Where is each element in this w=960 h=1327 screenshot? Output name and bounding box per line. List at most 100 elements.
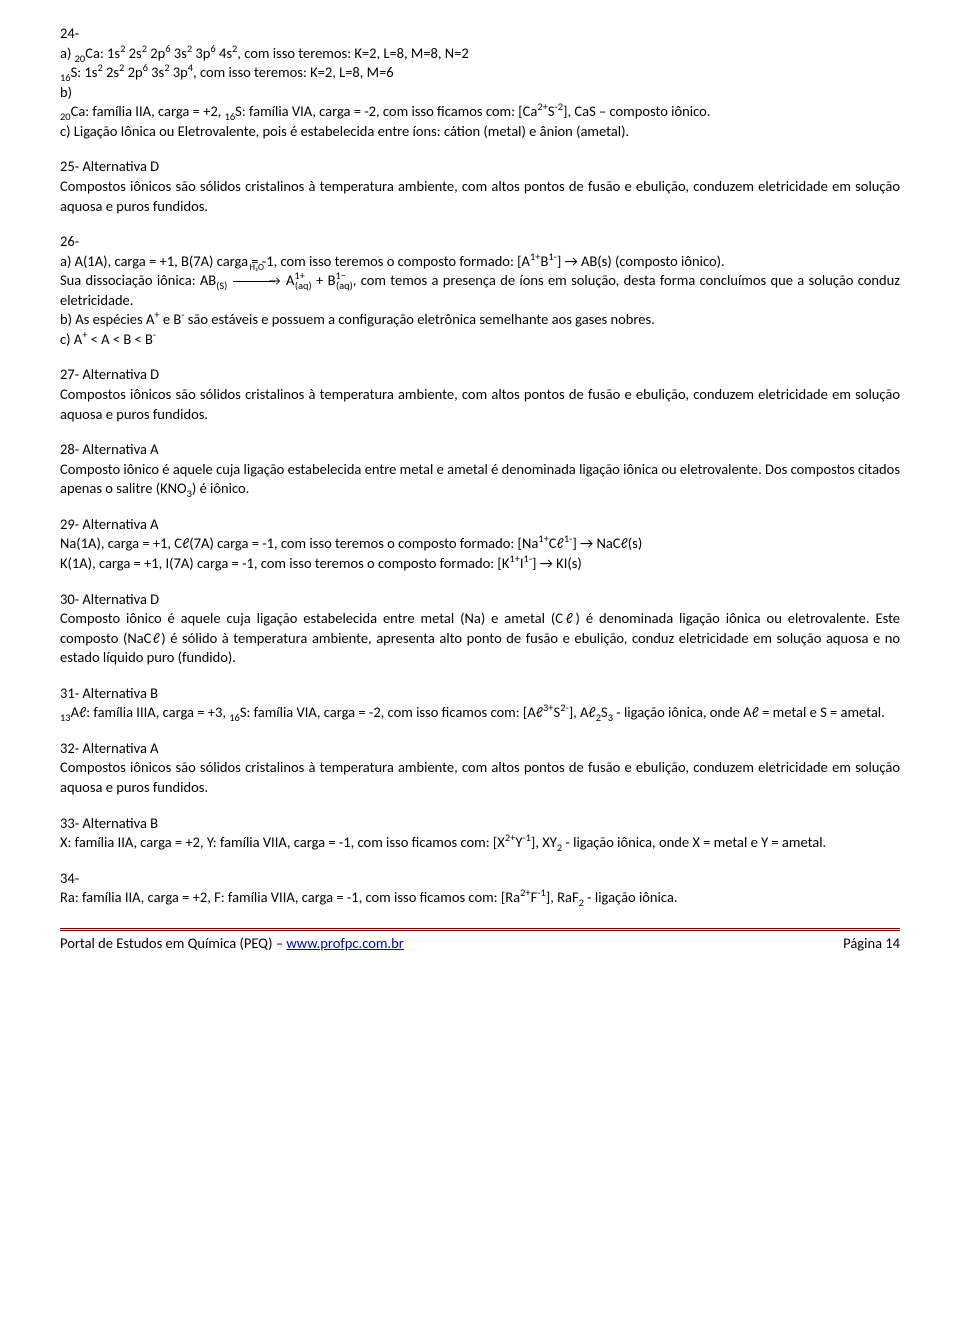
text: são estáveis e possuem a configuração el… [184,310,654,328]
q30-body: Composto iônico é aquele cuja ligação es… [60,609,900,668]
q33-body: X: família IIA, carga = +2, Y: família V… [60,833,900,853]
q24-c: c) Ligação Iônica ou Eletrovalente, pois… [60,122,900,142]
text: K(1A), carga = +1, I(7A) carga = -1, com… [60,554,509,572]
equation: AB(S) H₂O→ A1+(aq) + B1−(aq) [200,271,353,289]
text: Cℓ [549,534,564,552]
question-34: 34- Ra: família IIA, carga = +2, F: famí… [60,869,900,908]
question-27: 27- Alternativa D Compostos iônicos são … [60,365,900,424]
text: ] → KI(s) [532,554,582,572]
question-31: 31- Alternativa B 13Aℓ: família IIIA, ca… [60,684,900,723]
q25-title: 25- Alternativa D [60,157,900,177]
sup: -1 [522,831,531,844]
q29-title: 29- Alternativa A [60,515,900,535]
text: ], XY [531,833,557,851]
question-26: 26- a) A(1A), carga = +1, B(7A) carga = … [60,232,900,349]
q33-title: 33- Alternativa B [60,814,900,834]
q29-line2: K(1A), carga = +1, I(7A) carga = -1, com… [60,554,900,574]
sup: -2 [555,100,564,113]
page-footer: Portal de Estudos em Química (PEQ) – www… [60,931,900,954]
q27-title: 27- Alternativa D [60,365,900,385]
q26-title: 26- [60,232,900,252]
sup: -1 [537,886,546,899]
q34-title: 34- [60,869,900,889]
q32-title: 32- Alternativa A [60,739,900,759]
q26-b: b) As espécies A+ e B- são estáveis e po… [60,310,900,330]
question-24: 24- a) 20Ca: 1s2 2s2 2p6 3s2 3p6 4s2, co… [60,24,900,141]
sup: - [153,328,156,341]
footer-text: Portal de Estudos em Química (PEQ) – [60,934,286,952]
sub: (aq) [295,279,312,292]
text: ], Aℓ [569,703,596,721]
sub: (aq) [336,279,353,292]
text: S: 1s [71,63,98,81]
text: 3s [171,44,187,62]
q25-body: Compostos iônicos são sólidos cristalino… [60,177,900,216]
sub: (S) [216,279,227,292]
text: 3p [170,63,188,81]
question-25: 25- Alternativa D Compostos iônicos são … [60,157,900,216]
q24-a-line2: 16S: 1s2 2s2 2p6 3s2 3p4, com isso terem… [60,63,900,83]
sup: 2+ [505,831,516,844]
footer-page-number: Página 14 [843,934,900,954]
text: , com isso teremos: K=2, L=8, M=6 [193,63,394,81]
q24-b-label: b) [60,83,900,103]
question-28: 28- Alternativa A Composto iônico é aque… [60,440,900,499]
text: < A < B < B [87,330,153,348]
text: AB [200,271,216,289]
question-29: 29- Alternativa A Na(1A), carga = +1, Cℓ… [60,515,900,574]
question-33: 33- Alternativa B X: família IIA, carga … [60,814,900,853]
text: c) A [60,330,82,348]
sup: 1+ [530,250,541,263]
q32-body: Compostos iônicos são sólidos cristalino… [60,758,900,797]
q24-title: 24- [60,24,900,44]
text: 2p [124,63,142,81]
q31-body: 13Aℓ: família IIIA, carga = +3, 16S: fam… [60,703,900,723]
sup: 3+ [543,702,554,715]
text: ] → AB(s) (composto iônico). [557,252,725,270]
text: Ra: família IIA, carga = +2, F: família … [60,888,520,906]
sup: 1- [524,552,533,565]
text: + [312,271,328,289]
q26-dissociation: Sua dissociação iônica: AB(S) H₂O→ A1+(a… [60,271,900,310]
text: a) A(1A), carga = +1, B(7A) carga = -1, … [60,252,530,270]
text: - ligação iônica, onde X = metal e Y = a… [562,833,826,851]
text: 3p [192,44,210,62]
text: 2p [147,44,165,62]
sub: 13 [60,711,71,724]
sup: 2- [560,702,569,715]
arrow-icon: → [269,273,281,289]
text: Ca: 1s [85,44,120,62]
text: X: família IIA, carga = +2, Y: família V… [60,833,505,851]
question-30: 30- Alternativa D Composto iônico é aque… [60,590,900,668]
question-32: 32- Alternativa A Compostos iônicos são … [60,739,900,798]
sup: 1+ [509,552,520,565]
q29-line1: Na(1A), carga = +1, Cℓ(7A) carga = -1, c… [60,534,900,554]
text: Aℓ: família IIIA, carga = +3, [71,703,230,721]
q24-a-line1: a) 20Ca: 1s2 2s2 2p6 3s2 3p6 4s2, com is… [60,44,900,64]
q28-body: Composto iônico é aquele cuja ligação es… [60,460,900,499]
text: a) [60,44,75,62]
q26-c: c) A+ < A < B < B- [60,330,900,350]
text: ] → NaCℓ(s) [572,534,642,552]
text: b) As espécies A [60,310,154,328]
footer-link[interactable]: www.profpc.com.br [286,934,403,952]
text: S: família VIA, carga = -2, com isso fic… [235,102,537,120]
text: 4s [216,44,232,62]
text: 2s [103,63,119,81]
text: Ca: família IIA, carga = +2, [71,102,225,120]
text: S [601,703,608,721]
q24-b-line: 20Ca: família IIA, carga = +2, 16S: famí… [60,102,900,122]
sup: 2+ [537,100,548,113]
q30-title: 30- Alternativa D [60,590,900,610]
arrow-label: H₂O [232,262,282,274]
q28-title: 28- Alternativa A [60,440,900,460]
sup: 2+ [520,886,531,899]
text: e B [160,310,182,328]
footer-left: Portal de Estudos em Química (PEQ) – www… [60,934,404,954]
q27-body: Compostos iônicos são sólidos cristalino… [60,385,900,424]
text: Sua dissociação iônica: [60,271,200,289]
sup: 1+ [538,533,549,546]
text: 3s [148,63,164,81]
text: - ligação iônica. [584,888,678,906]
sup: 1- [548,250,557,263]
